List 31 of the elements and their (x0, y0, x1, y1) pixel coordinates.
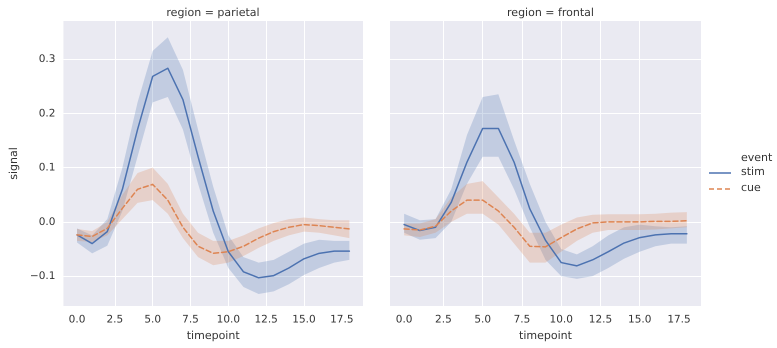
x-tick-label: 0.0 (396, 314, 412, 326)
x-axis-title: timepoint (186, 328, 240, 342)
x-tick-label: 15.0 (628, 314, 652, 326)
y-tick-label: 0.3 (38, 53, 56, 65)
x-tick-label: 10.0 (216, 314, 240, 326)
x-tick-label: 12.5 (588, 314, 612, 326)
legend-title: event (741, 151, 774, 164)
line-series (76, 184, 350, 254)
x-tick-label: 10.0 (550, 314, 573, 326)
y-axis-title: signal (7, 147, 20, 180)
x-tick-label: 17.5 (667, 314, 691, 326)
y-tick-label: 0.1 (38, 162, 56, 174)
chart-title: region = frontal (507, 6, 594, 19)
y-tick-label: 0.0 (38, 216, 56, 228)
legend-label: cue (741, 181, 762, 194)
x-tick-label: 17.5 (330, 314, 354, 326)
x-tick-label: 5.0 (144, 314, 162, 326)
x-tick-label: 7.5 (514, 314, 530, 326)
chart-title: region = parietal (166, 6, 260, 19)
x-tick-label: 15.0 (292, 314, 316, 326)
y-tick-label: 0.2 (38, 107, 56, 120)
x-axis-title: timepoint (519, 328, 573, 342)
y-tick-label: −0.1 (30, 270, 56, 282)
x-tick-label: 7.5 (182, 314, 199, 326)
x-tick-label: 0.0 (68, 314, 86, 326)
x-tick-label: 2.5 (435, 314, 452, 326)
line-series (76, 67, 350, 279)
x-tick-label: 5.0 (474, 314, 492, 326)
legend-label: stim (741, 165, 765, 178)
x-tick-label: 2.5 (106, 314, 124, 326)
x-tick-label: 12.5 (254, 314, 278, 326)
